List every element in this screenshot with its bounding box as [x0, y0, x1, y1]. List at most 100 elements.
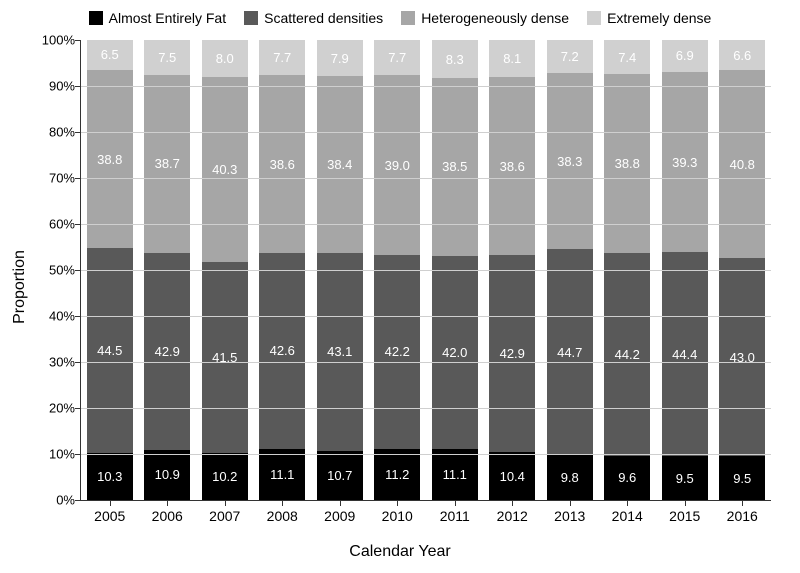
bar: 9.844.738.37.2: [547, 40, 593, 500]
bar-segment: 9.5: [719, 456, 765, 500]
legend-swatch: [587, 11, 601, 25]
bar-segment: 42.9: [144, 253, 190, 450]
bar-segment: 44.4: [662, 252, 708, 456]
bar: 10.942.938.77.5: [144, 40, 190, 500]
x-tick-label: 2005: [94, 500, 125, 524]
x-tick-label: 2013: [554, 500, 585, 524]
legend: Almost Entirely Fat Scattered densities He…: [0, 10, 800, 26]
y-axis-title: Proportion: [11, 250, 29, 324]
legend-label: Heterogeneously dense: [421, 10, 569, 26]
bar-segment: 44.7: [547, 249, 593, 455]
legend-swatch: [244, 11, 258, 25]
x-tick-label: 2015: [669, 500, 700, 524]
bar-segment: 39.0: [374, 75, 420, 254]
y-tick-label: 80%: [49, 125, 81, 140]
legend-item: Extremely dense: [587, 10, 711, 26]
y-tick-label: 60%: [49, 217, 81, 232]
bar-segment: 9.5: [662, 456, 708, 500]
x-tick-label: 2014: [612, 500, 643, 524]
bar-segment: 38.6: [259, 75, 305, 253]
bar-segment: 6.6: [719, 40, 765, 70]
bar-segment: 6.5: [87, 40, 133, 70]
stacked-bar-chart: Almost Entirely Fat Scattered densities He…: [0, 0, 800, 573]
x-tick-label: 2011: [440, 500, 470, 524]
x-axis-title: Calendar Year: [0, 543, 800, 561]
bar-segment: 10.3: [87, 453, 133, 500]
bar-segment: 44.5: [87, 248, 133, 452]
bar-segment: 9.8: [547, 455, 593, 500]
bar-segment: 40.8: [719, 70, 765, 258]
bar-segment: 8.3: [432, 40, 478, 78]
y-tick-label: 90%: [49, 79, 81, 94]
bar: 11.242.239.07.7: [374, 40, 420, 500]
x-tick-label: 2016: [727, 500, 758, 524]
bar-segment: 7.5: [144, 40, 190, 75]
legend-item: Almost Entirely Fat: [89, 10, 226, 26]
bar: 10.442.938.68.1: [489, 40, 535, 500]
bar-segment: 7.4: [604, 40, 650, 74]
bar: 10.344.538.86.5: [87, 40, 133, 500]
bar-segment: 11.1: [259, 449, 305, 500]
bar-segment: 11.2: [374, 449, 420, 500]
bar-segment: 10.2: [202, 453, 248, 500]
bar-segment: 10.9: [144, 450, 190, 500]
y-tick-label: 10%: [49, 447, 81, 462]
bar-segment: 44.2: [604, 253, 650, 456]
legend-item: Scattered densities: [244, 10, 383, 26]
bar-segment: 7.7: [259, 40, 305, 75]
bar-segment: 7.2: [547, 40, 593, 73]
y-tick-label: 30%: [49, 355, 81, 370]
bar-segment: 8.0: [202, 40, 248, 77]
x-tick-label: 2012: [497, 500, 528, 524]
bar-segment: 43.1: [317, 253, 363, 451]
bar-segment: 10.4: [489, 452, 535, 500]
x-tick-label: 2007: [209, 500, 240, 524]
y-tick-label: 70%: [49, 171, 81, 186]
bar: 9.543.040.86.6: [719, 40, 765, 500]
bar-segment: 42.6: [259, 253, 305, 449]
y-tick-label: 20%: [49, 401, 81, 416]
bar-segment: 9.6: [604, 456, 650, 500]
legend-swatch: [89, 11, 103, 25]
legend-item: Heterogeneously dense: [401, 10, 569, 26]
bar-segment: 38.8: [604, 74, 650, 252]
bar-segment: 38.8: [87, 70, 133, 248]
bar-segment: 38.6: [489, 77, 535, 255]
legend-swatch: [401, 11, 415, 25]
x-tick-label: 2008: [267, 500, 298, 524]
y-tick-label: 50%: [49, 263, 81, 278]
bar-segment: 42.9: [489, 255, 535, 452]
y-tick-label: 40%: [49, 309, 81, 324]
bar: 11.142.038.58.3: [432, 40, 478, 500]
bar-segment: 8.1: [489, 40, 535, 77]
legend-label: Extremely dense: [607, 10, 711, 26]
bar-segment: 6.9: [662, 40, 708, 72]
bar-segment: 43.0: [719, 258, 765, 456]
legend-label: Scattered densities: [264, 10, 383, 26]
bar: 9.644.238.87.4: [604, 40, 650, 500]
y-tick-label: 100%: [42, 33, 81, 48]
bar: 11.142.638.67.7: [259, 40, 305, 500]
bar-segment: 11.1: [432, 449, 478, 500]
bars-container: 10.344.538.86.510.942.938.77.510.241.540…: [81, 40, 771, 500]
bar-segment: 38.4: [317, 76, 363, 252]
bar-segment: 41.5: [202, 262, 248, 453]
bar-segment: 38.3: [547, 73, 593, 249]
x-tick-label: 2006: [152, 500, 183, 524]
bar-segment: 42.2: [374, 255, 420, 449]
bar: 10.241.540.38.0: [202, 40, 248, 500]
bar: 10.743.138.47.9: [317, 40, 363, 500]
legend-label: Almost Entirely Fat: [109, 10, 226, 26]
x-tick-label: 2010: [382, 500, 413, 524]
y-tick-label: 0%: [56, 493, 81, 508]
x-tick-label: 2009: [324, 500, 355, 524]
bar-segment: 38.5: [432, 78, 478, 255]
bar-segment: 10.7: [317, 451, 363, 500]
plot-area: 10.344.538.86.510.942.938.77.510.241.540…: [80, 40, 771, 501]
bar-segment: 42.0: [432, 256, 478, 449]
bar: 9.544.439.36.9: [662, 40, 708, 500]
bar-segment: 7.9: [317, 40, 363, 76]
bar-segment: 38.7: [144, 75, 190, 253]
bar-segment: 7.7: [374, 40, 420, 75]
bar-segment: 39.3: [662, 72, 708, 253]
